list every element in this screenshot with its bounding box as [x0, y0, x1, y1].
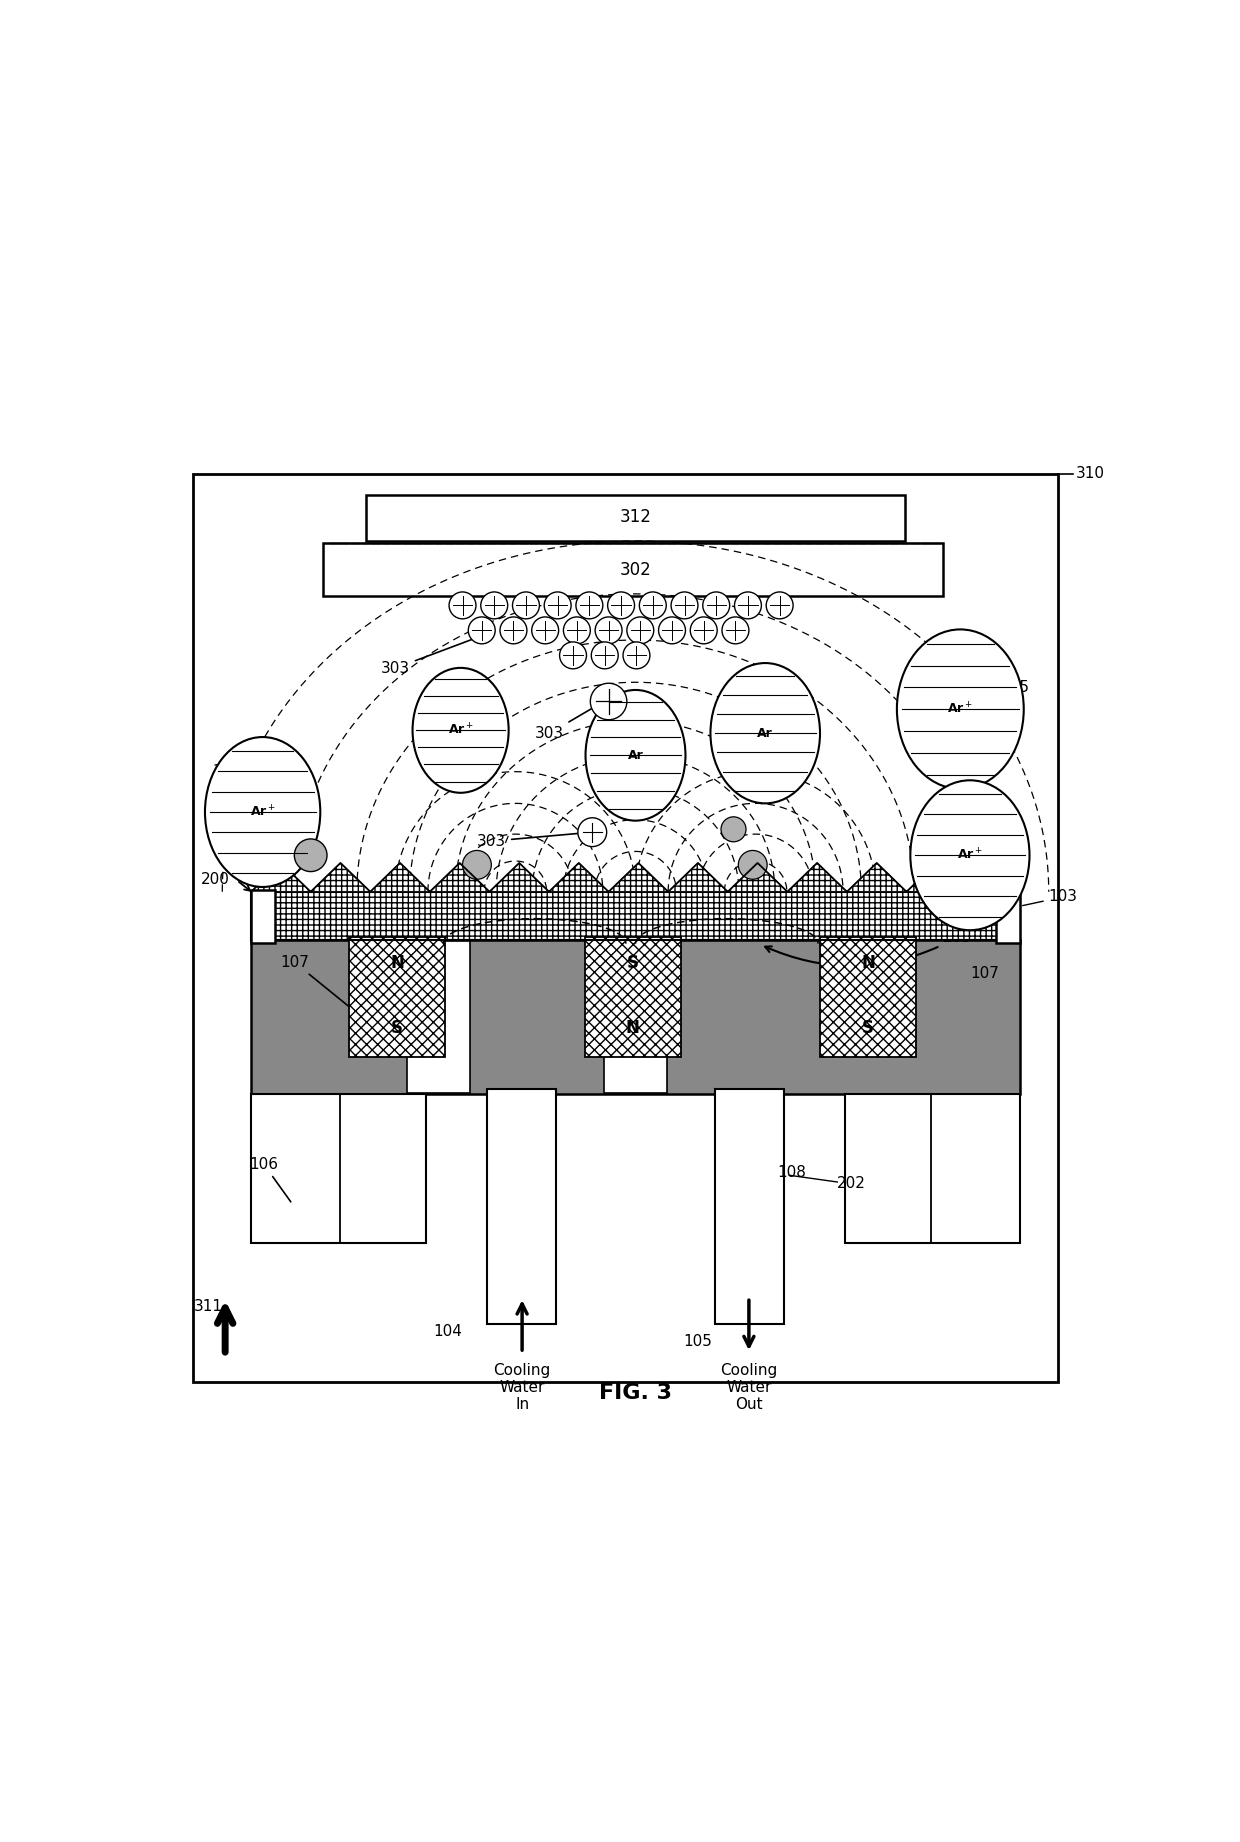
Text: N: N — [861, 954, 875, 973]
Text: Ar$^+$: Ar$^+$ — [957, 847, 983, 862]
Text: 202: 202 — [837, 1177, 867, 1192]
Circle shape — [691, 617, 717, 645]
Text: 107: 107 — [970, 965, 998, 982]
Circle shape — [532, 617, 558, 645]
Circle shape — [722, 617, 749, 645]
Text: 303: 303 — [534, 704, 601, 740]
Polygon shape — [604, 941, 667, 1092]
Circle shape — [720, 816, 746, 842]
Polygon shape — [250, 862, 1019, 892]
Polygon shape — [844, 1094, 1019, 1243]
Circle shape — [578, 818, 606, 847]
Ellipse shape — [897, 630, 1024, 788]
Circle shape — [481, 591, 507, 619]
Text: 105: 105 — [683, 1334, 713, 1348]
Circle shape — [766, 591, 794, 619]
Circle shape — [559, 641, 587, 669]
Text: 104: 104 — [434, 1324, 463, 1339]
Polygon shape — [250, 939, 1019, 1094]
Text: 304: 304 — [206, 764, 242, 805]
Text: Ar$^+$: Ar$^+$ — [947, 702, 973, 717]
Circle shape — [622, 641, 650, 669]
Circle shape — [734, 591, 761, 619]
Ellipse shape — [413, 669, 508, 792]
Text: 306: 306 — [259, 849, 294, 864]
Circle shape — [608, 591, 635, 619]
Polygon shape — [367, 495, 905, 542]
Text: S: S — [862, 1019, 874, 1037]
Text: 311: 311 — [193, 1299, 222, 1315]
Text: Cooling
Water
Out: Cooling Water Out — [720, 1363, 777, 1413]
Circle shape — [658, 617, 686, 645]
Text: 303: 303 — [477, 833, 589, 849]
Text: FIG. 3: FIG. 3 — [599, 1383, 672, 1404]
Circle shape — [738, 851, 768, 879]
Circle shape — [463, 851, 491, 879]
Text: 305: 305 — [1001, 680, 1029, 707]
Circle shape — [512, 591, 539, 619]
Circle shape — [294, 838, 327, 871]
Polygon shape — [996, 890, 1019, 943]
Polygon shape — [584, 938, 681, 1057]
Circle shape — [671, 591, 698, 619]
Circle shape — [640, 591, 666, 619]
Polygon shape — [250, 892, 1019, 939]
Text: N: N — [626, 1019, 640, 1037]
Text: 103: 103 — [1023, 890, 1078, 906]
Circle shape — [469, 617, 495, 645]
Text: Ar$^+$: Ar$^+$ — [448, 722, 474, 739]
Text: Ar$^+$: Ar$^+$ — [249, 805, 275, 820]
Text: 310: 310 — [1075, 466, 1105, 481]
Circle shape — [627, 617, 653, 645]
Text: Ar: Ar — [627, 750, 644, 763]
Text: 200: 200 — [201, 871, 229, 886]
Text: N: N — [391, 954, 404, 973]
Polygon shape — [715, 1089, 785, 1324]
Circle shape — [590, 683, 627, 720]
Ellipse shape — [910, 781, 1029, 930]
Ellipse shape — [711, 663, 820, 803]
Text: 203: 203 — [765, 930, 972, 965]
Text: 204: 204 — [264, 923, 293, 938]
Polygon shape — [250, 1094, 427, 1243]
Circle shape — [500, 617, 527, 645]
Circle shape — [595, 617, 622, 645]
Text: S: S — [391, 1019, 403, 1037]
Polygon shape — [250, 890, 275, 943]
Text: 106: 106 — [249, 1157, 291, 1201]
Polygon shape — [324, 543, 944, 595]
Polygon shape — [407, 941, 470, 1092]
Text: Cooling
Water
In: Cooling Water In — [494, 1363, 551, 1413]
Circle shape — [449, 591, 476, 619]
Text: 303: 303 — [381, 632, 494, 676]
Text: S: S — [626, 954, 639, 973]
Text: 108: 108 — [777, 1164, 806, 1181]
Text: 312: 312 — [620, 508, 651, 527]
Ellipse shape — [585, 691, 686, 822]
Polygon shape — [193, 473, 1059, 1382]
Text: 107: 107 — [280, 954, 350, 1008]
Polygon shape — [820, 938, 916, 1057]
Circle shape — [563, 617, 590, 645]
Polygon shape — [486, 1089, 556, 1324]
Text: Ar: Ar — [758, 728, 773, 740]
Circle shape — [544, 591, 572, 619]
Polygon shape — [350, 938, 445, 1057]
Circle shape — [591, 641, 619, 669]
Circle shape — [575, 591, 603, 619]
Circle shape — [703, 591, 729, 619]
Ellipse shape — [205, 737, 320, 888]
Text: 302: 302 — [620, 560, 651, 578]
